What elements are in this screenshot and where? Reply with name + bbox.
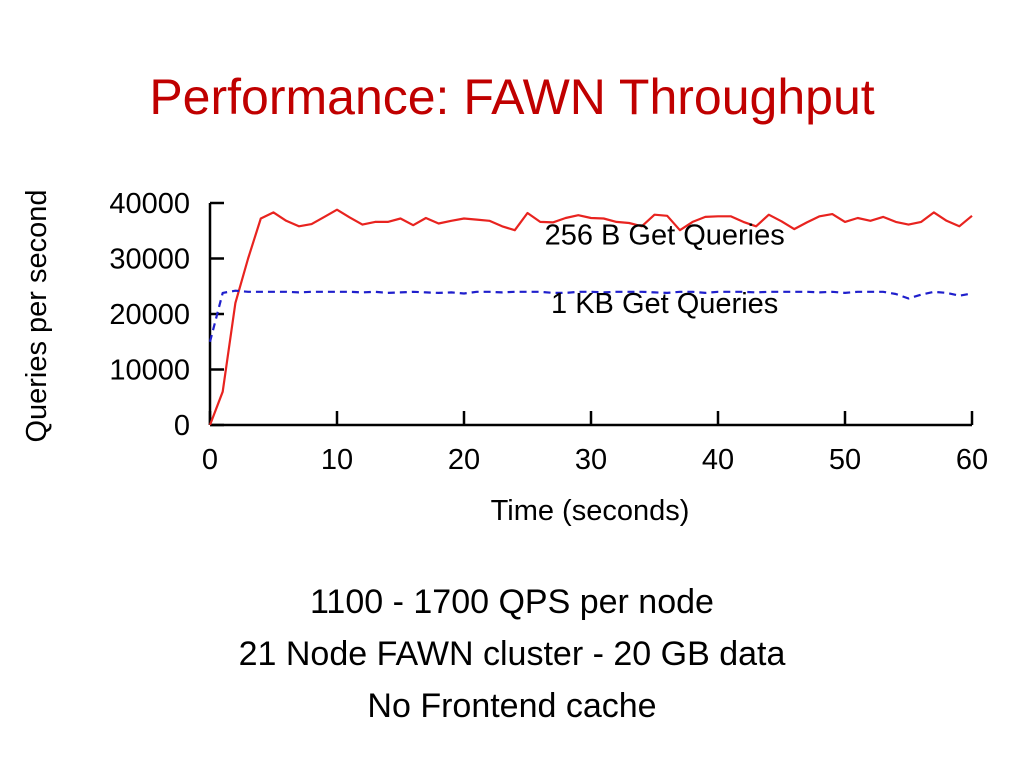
- y-tick-label: 0: [174, 410, 190, 442]
- y-tick-label: 10000: [109, 355, 190, 387]
- chart-series-layer: [208, 208, 973, 426]
- caption-line-2: 21 Node FAWN cluster - 20 GB data: [238, 635, 786, 673]
- x-tick-label: 50: [829, 444, 861, 476]
- series-line-256b-get: [208, 208, 973, 426]
- x-axis-label: Time (seconds): [491, 495, 690, 527]
- slide-title: Performance: FAWN Throughput: [149, 69, 875, 125]
- caption-line-1: 1100 - 1700 QPS per node: [310, 583, 714, 621]
- x-tick-label: 30: [575, 444, 607, 476]
- y-tick-label: 20000: [109, 299, 190, 331]
- x-tick-label: 0: [202, 444, 218, 476]
- caption-line-3: No Frontend cache: [367, 687, 657, 725]
- chart-axes: 0 10 20 30 40 50 60 0 10000 20000 30000 40000: [109, 188, 988, 476]
- x-tick-label: 40: [702, 444, 734, 476]
- x-tick-label: 20: [448, 444, 480, 476]
- x-tick-label: 60: [956, 444, 988, 476]
- y-tick-label: 30000: [109, 244, 190, 276]
- series-annotation: 256 B Get Queries: [545, 220, 785, 252]
- series-annotation: 1 KB Get Queries: [551, 288, 778, 320]
- throughput-chart: 0 10 20 30 40 50 60 0 10000 20000 30000 40000 256 B…: [21, 188, 988, 527]
- series-line-1kb-get: [208, 289, 973, 343]
- chart-annotations: 256 B Get Queries 1 KB Get Queries: [545, 220, 785, 320]
- y-tick-label: 40000: [109, 188, 190, 220]
- x-tick-label: 10: [321, 444, 353, 476]
- y-axis-label: Queries per second: [21, 189, 53, 442]
